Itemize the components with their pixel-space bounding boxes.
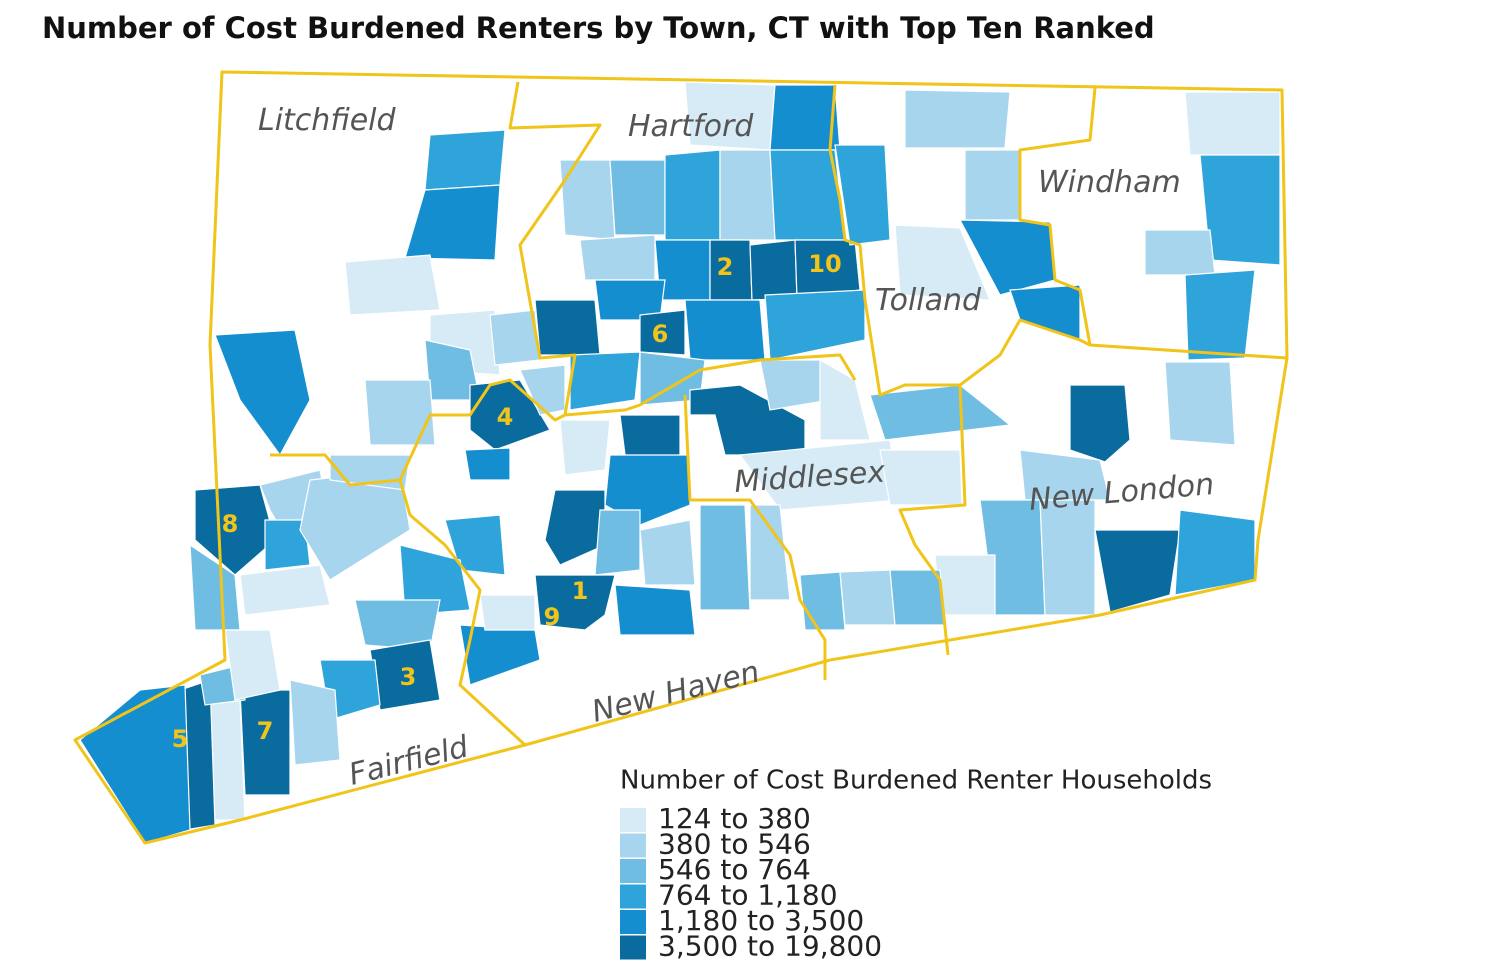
legend-label: 1,180 to 3,500 [658,904,864,937]
town [464,447,511,481]
rank-label: 4 [497,403,514,431]
legend-label: 3,500 to 19,800 [658,930,882,963]
towns [79,81,1281,844]
town [534,574,616,631]
town [619,414,681,461]
town [569,351,641,411]
county-border [270,353,857,487]
town [559,419,611,476]
town [1199,154,1281,266]
town [579,234,656,281]
town [764,289,866,361]
rank-label: 7 [257,717,274,745]
town [1184,91,1281,156]
town [1184,269,1256,361]
legend-label: 124 to 380 [658,802,811,835]
town [1019,449,1111,501]
county-border [898,384,967,656]
town [904,89,1011,149]
town [399,544,471,616]
county-border [828,84,1288,397]
town [684,299,766,361]
town [614,584,696,636]
town [609,159,666,236]
town [894,224,991,301]
state-border [73,70,1289,845]
town [964,149,1021,221]
town [194,484,276,576]
rank-label: 2 [717,253,734,281]
town [534,299,601,356]
town [839,569,896,626]
rank-label: 8 [222,510,239,538]
town [404,184,501,261]
town [544,489,606,566]
town [489,309,541,366]
town [364,379,436,446]
town [639,519,696,586]
town [719,149,776,241]
town [834,144,891,246]
county-border [683,394,827,680]
title: Number of Cost Burdened Renters by Town,… [42,11,1155,45]
legend-swatch [620,884,646,909]
town [749,239,798,301]
legend-swatch [620,859,646,883]
county-borders [73,70,1289,845]
county-border [508,81,602,416]
legend-label: 546 to 764 [658,853,811,886]
town [889,569,946,626]
county-label: Tolland [875,283,982,318]
legend-label: 380 to 546 [658,828,811,861]
rank-label: 9 [544,603,561,631]
rank-label: 3 [400,663,417,691]
town [1164,361,1236,446]
town [819,358,871,441]
county-border [1018,87,1097,346]
town [239,564,331,616]
rank-label: 1 [572,577,589,605]
town [224,629,281,701]
town [424,129,506,191]
county-label: Windham [1038,165,1181,200]
town [344,254,441,316]
county-label: Hartford [628,109,754,144]
town [799,571,846,631]
town [289,679,341,766]
town [1094,529,1181,613]
legend-swatch [620,910,646,934]
legend-title: Number of Cost Burdened Renter Household… [620,766,1212,796]
legend-swatch [620,833,646,858]
town [879,449,963,506]
town [869,384,1012,441]
town [264,519,311,571]
rank-label: 10 [808,250,841,278]
town [559,159,616,241]
county-label: Litchfield [258,103,396,138]
town [594,509,641,576]
town [699,504,751,611]
rank-label: 6 [652,320,669,348]
county-border [398,479,527,747]
legend-label: 764 to 1,180 [658,879,838,912]
town [479,594,536,631]
legend-swatch [620,935,646,960]
town [749,504,791,601]
town [1039,499,1096,616]
town [214,329,311,457]
rank-labels: 1 2 3 4 5 6 7 8 9 10 [172,250,842,753]
town [1069,384,1131,463]
rank-label: 5 [172,725,189,753]
legend-swatch [620,808,646,832]
town [639,309,686,356]
town [604,454,691,526]
town [664,149,721,241]
town [1144,229,1216,276]
